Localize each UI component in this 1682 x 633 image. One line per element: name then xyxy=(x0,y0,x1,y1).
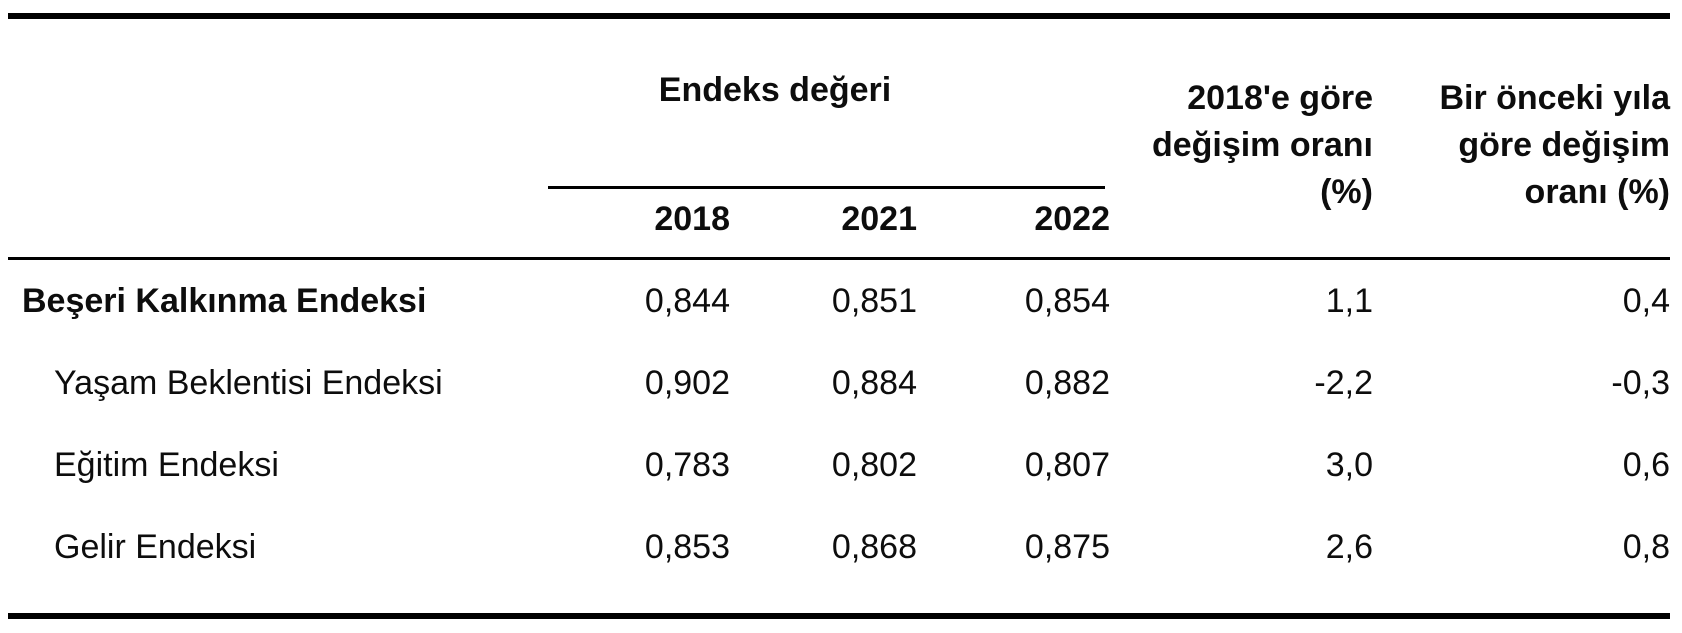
header-line: göre değişim xyxy=(1458,126,1670,164)
cell-value: 0,844 xyxy=(644,281,730,320)
cell-value: 0,875 xyxy=(1024,527,1110,566)
table-body: Beşeri Kalkınma Endeksi 0,844 0,851 0,85… xyxy=(8,260,1670,588)
group-underline-rule xyxy=(548,186,1105,189)
cell-value: 0,8 xyxy=(1622,527,1670,566)
row-label-gelir-endeksi: Gelir Endeksi xyxy=(54,527,257,566)
cell-value: 0,854 xyxy=(1024,281,1110,320)
column-header-2022: 2022 xyxy=(1034,200,1110,238)
hdi-table: Endeks değeri 2018'e göre değişim oranı … xyxy=(8,13,1670,619)
cell-value: 0,884 xyxy=(831,363,917,402)
cell-value: 0,902 xyxy=(644,363,730,402)
top-rule xyxy=(8,13,1670,19)
column-group-label: Endeks değeri xyxy=(658,71,892,109)
cell-value: 0,802 xyxy=(831,445,917,484)
cell-value: 0,851 xyxy=(831,281,917,320)
cell-value: 1,1 xyxy=(1325,281,1373,320)
header-line: (%) xyxy=(1320,173,1373,211)
cell-value: 0,853 xyxy=(644,527,730,566)
cell-value: 0,868 xyxy=(831,527,917,566)
cell-value: 0,783 xyxy=(644,445,730,484)
cell-value: -2,2 xyxy=(1314,363,1373,402)
row-label-beseri-kalkinma-endeksi: Beşeri Kalkınma Endeksi xyxy=(22,281,427,320)
column-header-change-vs-2018: 2018'e göre değişim oranı (%) xyxy=(1110,19,1373,257)
column-header-2018: 2018 xyxy=(654,200,730,238)
cell-value: 3,0 xyxy=(1325,445,1373,484)
bottom-rule xyxy=(8,613,1670,619)
row-label-yasam-beklentisi-endeksi: Yaşam Beklentisi Endeksi xyxy=(54,363,443,402)
cell-value: -0,3 xyxy=(1611,363,1670,402)
table-header: Endeks değeri 2018'e göre değişim oranı … xyxy=(8,19,1670,257)
header-line: 2018'e göre xyxy=(1187,79,1373,117)
cell-value: 2,6 xyxy=(1325,527,1373,566)
bottom-spacer xyxy=(8,588,1670,613)
header-line: Bir önceki yıla xyxy=(1439,79,1670,117)
cell-value: 0,6 xyxy=(1622,445,1670,484)
header-line: oranı (%) xyxy=(1524,173,1670,211)
column-header-2021: 2021 xyxy=(841,200,917,238)
header-line: değişim oranı xyxy=(1151,126,1373,164)
column-header-change-vs-prev-year: Bir önceki yıla göre değişim oranı (%) xyxy=(1373,19,1670,257)
row-label-egitim-endeksi: Eğitim Endeksi xyxy=(54,445,279,484)
cell-value: 0,4 xyxy=(1622,281,1670,320)
cell-value: 0,882 xyxy=(1024,363,1110,402)
cell-value: 0,807 xyxy=(1024,445,1110,484)
header-divider-rule xyxy=(8,257,1670,260)
